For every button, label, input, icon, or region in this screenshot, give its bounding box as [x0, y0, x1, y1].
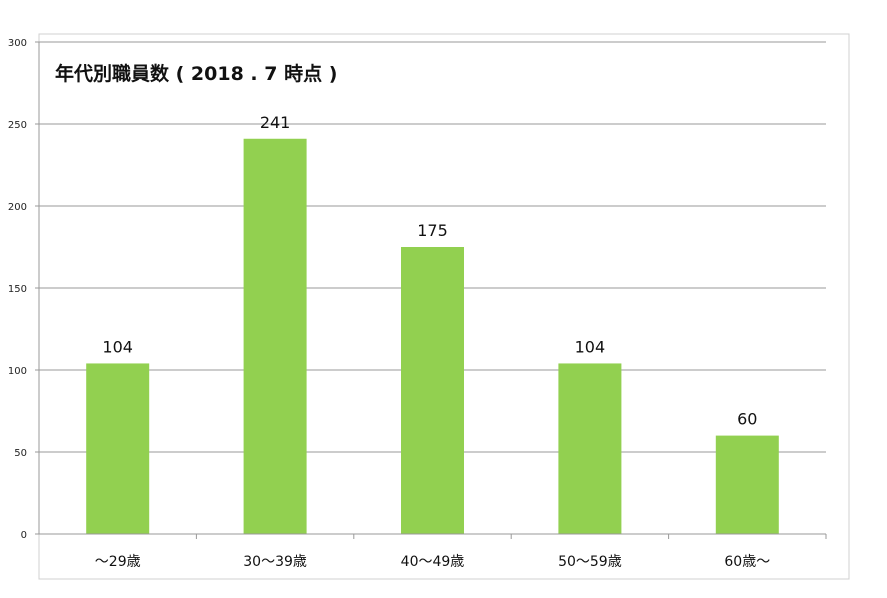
x-category-label: 60歳～ — [724, 554, 770, 570]
data-labels: 104 241 175 104 60 — [102, 113, 757, 429]
y-tick-label: 150 — [8, 284, 27, 295]
data-label: 60 — [737, 410, 757, 429]
bars — [86, 138, 779, 534]
gridlines — [39, 41, 826, 453]
y-axis-ticks: 0 50 100 150 200 250 300 — [8, 38, 39, 541]
chart-title: 年代別職員数 ( 2018 . 7 時点 ) — [55, 62, 337, 85]
bar — [715, 435, 779, 534]
y-tick-label: 200 — [8, 202, 27, 213]
y-tick-label: 300 — [8, 38, 27, 49]
data-label: 104 — [575, 337, 606, 356]
x-axis-categories: ～29歳 30～39歳 40～49歳 50～59歳 60歳～ — [95, 534, 827, 570]
x-category-label: 50～59歳 — [558, 554, 622, 570]
bar — [558, 363, 622, 534]
bar — [86, 363, 150, 534]
data-label: 241 — [260, 113, 291, 132]
y-tick-label: 250 — [8, 120, 27, 131]
bar — [401, 247, 464, 534]
y-tick-label: 0 — [21, 530, 27, 541]
x-category-label: 40～49歳 — [401, 554, 465, 570]
y-tick-label: 100 — [8, 366, 27, 377]
bar — [243, 138, 307, 534]
x-category-label: ～29歳 — [95, 554, 141, 570]
data-label: 175 — [417, 221, 448, 240]
x-category-label: 30～39歳 — [243, 554, 307, 570]
data-label: 104 — [102, 337, 133, 356]
y-tick-label: 50 — [14, 448, 27, 459]
